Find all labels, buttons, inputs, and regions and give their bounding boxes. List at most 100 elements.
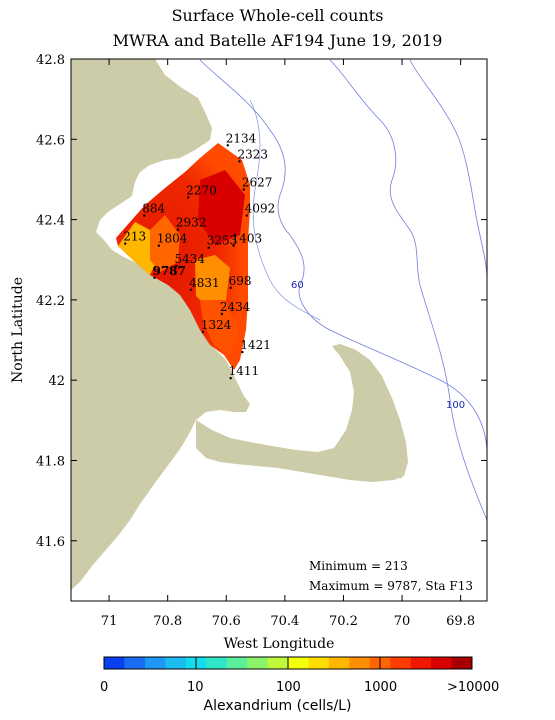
station-marker — [143, 214, 146, 217]
y-tick-label: 42 — [48, 374, 65, 389]
colorbar-segment — [267, 657, 289, 669]
station-marker — [226, 144, 229, 147]
colorbar-segment — [206, 657, 228, 669]
colorbar-segment — [288, 657, 309, 669]
contour-100m — [329, 59, 487, 521]
station-value-label: 1411 — [229, 364, 260, 378]
colorbar-tick-10: 10 — [187, 680, 204, 695]
y-tick-label: 42.2 — [36, 294, 65, 309]
cape-cod-land — [196, 344, 408, 482]
island-land — [392, 438, 402, 478]
station-marker — [175, 264, 178, 267]
colorbar-segment — [390, 657, 412, 669]
station-marker — [123, 242, 127, 245]
high-value-patch — [198, 170, 245, 245]
colorbar-segment — [144, 657, 166, 669]
minimum-stat: Minimum = 213 — [309, 559, 408, 573]
station-value-label: 9787 — [152, 264, 185, 278]
depth-label-100: 100 — [446, 400, 465, 411]
colorbar-segment — [165, 657, 187, 669]
y-axis-ticks: 42.8 42.6 42.4 42.2 42 41.8 41.6 — [36, 53, 487, 550]
station-value-label: 1421 — [240, 338, 271, 352]
x-tick-label: 70.8 — [153, 614, 182, 629]
maximum-stat: Maximum = 9787, Sta F13 — [309, 579, 473, 593]
colorbar-segment — [124, 657, 146, 669]
station-value-label: 5434 — [174, 252, 205, 266]
station-value-label: 1324 — [201, 318, 232, 332]
station-value-label: 2434 — [220, 300, 251, 314]
colorbar — [103, 656, 473, 670]
station-value-label: 1804 — [157, 232, 188, 246]
mainland-land — [71, 59, 250, 590]
station-marker — [241, 350, 244, 354]
x-tick-label: 70.6 — [212, 614, 241, 629]
station-marker — [229, 286, 232, 290]
station-marker — [242, 188, 246, 191]
station-value-label: 4831 — [189, 276, 220, 290]
contour-outer — [409, 59, 487, 281]
x-axis-title: West Longitude — [224, 636, 335, 652]
colorbar-segment — [226, 657, 248, 669]
station-marker — [229, 376, 232, 380]
x-tick-label: 71 — [101, 614, 118, 629]
station-marker — [245, 214, 248, 217]
station-marker — [189, 288, 193, 292]
colorbar-tick-max: >10000 — [447, 680, 500, 695]
colorbar-segment — [410, 657, 432, 669]
station-value-label: 1403 — [232, 232, 263, 246]
mid-value-patch — [150, 215, 180, 272]
colorbar-tick-100: 100 — [276, 680, 301, 695]
x-axis-ticks: 71 70.8 70.6 70.4 70.2 70 69.8 — [101, 59, 475, 629]
station-marker — [157, 244, 161, 247]
station-value-label: 884 — [142, 202, 165, 216]
x-tick-label: 70.2 — [329, 614, 358, 629]
contour-60m — [199, 59, 487, 451]
plot-border — [70, 58, 488, 602]
colorbar-segment — [349, 657, 371, 669]
map-title-line1: Surface Whole-cell counts — [171, 6, 384, 25]
y-tick-label: 41.8 — [36, 454, 65, 469]
colorbar-segment — [308, 657, 330, 669]
south-patch — [200, 300, 238, 355]
y-axis-title: North Latitude — [10, 277, 26, 383]
station-value-label: 3253 — [207, 234, 238, 248]
station-marker — [220, 312, 224, 316]
x-tick-label: 70 — [394, 614, 411, 629]
map-title-line2: MWRA and Batelle AF194 June 19, 2019 — [112, 31, 443, 50]
colorbar-segment — [451, 657, 473, 669]
colorbar-tick-0: 0 — [100, 680, 109, 695]
mid-value-patch-south — [195, 255, 230, 310]
station-marker — [153, 276, 156, 280]
x-tick-label: 69.8 — [446, 614, 475, 629]
colorbar-title: Alexandrium (cells/L) — [203, 698, 352, 714]
station-value-label: 2270 — [186, 184, 217, 198]
depth-label-60: 60 — [291, 280, 304, 291]
station-value-label: 2134 — [226, 131, 257, 145]
contour-inner — [249, 99, 321, 321]
y-tick-label: 42.8 — [36, 53, 65, 68]
station-marker — [176, 228, 180, 231]
x-tick-label: 70.4 — [270, 614, 299, 629]
station-value-label: 698 — [229, 274, 252, 288]
y-tick-label: 42.6 — [36, 133, 65, 148]
colorbar-segment — [247, 657, 269, 669]
colorbar-segment — [104, 657, 125, 669]
station-marker — [238, 160, 241, 163]
station-value-label: 213 — [123, 230, 146, 244]
station-value-label: 4092 — [245, 202, 276, 216]
station-value-label: 2932 — [176, 216, 207, 230]
colorbar-tick-1000: 1000 — [364, 680, 398, 695]
station-marker — [186, 196, 190, 199]
station-marker — [201, 330, 205, 334]
y-tick-label: 41.6 — [36, 535, 65, 550]
station-marker — [232, 244, 235, 247]
station-value-label: 2323 — [237, 147, 268, 161]
station-marker — [207, 246, 210, 249]
low-value-patch — [118, 222, 160, 275]
station-value-label: 2627 — [242, 175, 273, 189]
colorbar-segment — [328, 657, 350, 669]
y-tick-label: 42.4 — [36, 214, 65, 229]
colorbar-segment — [431, 657, 453, 669]
